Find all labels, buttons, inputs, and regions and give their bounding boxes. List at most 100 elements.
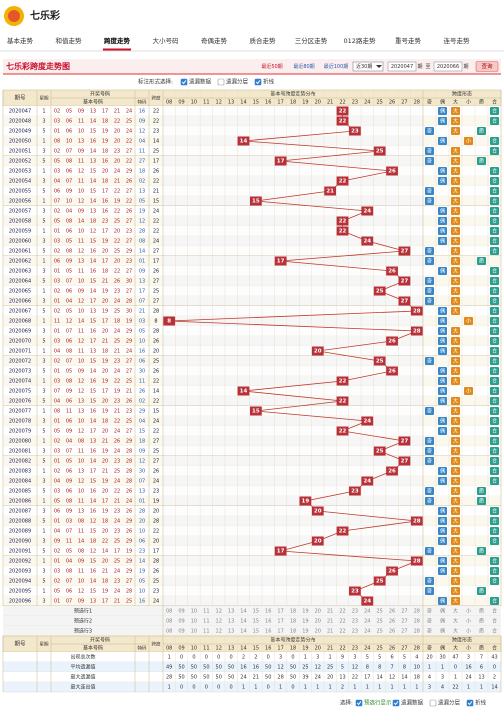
preselect-cell[interactable]: 11 (203, 629, 209, 635)
preselect-cell[interactable]: 13 (228, 619, 234, 625)
preselect-cell[interactable]: 14 (240, 609, 246, 615)
option-checkbox[interactable] (180, 78, 188, 86)
preselect-cell[interactable]: 14 (240, 629, 246, 635)
footer-checkbox[interactable] (466, 699, 474, 707)
preselect-cell[interactable]: 27 (401, 619, 407, 625)
nav-tab[interactable]: 大小号码 (153, 36, 180, 45)
preselect-cell[interactable]: 27 (401, 609, 407, 615)
from-input[interactable] (387, 61, 417, 72)
footer-checkbox[interactable] (429, 699, 437, 707)
preselect-cell[interactable]: 24 (364, 609, 370, 615)
nav-tab[interactable]: 012路走势 (344, 36, 376, 45)
preselect-cell[interactable]: 15 (253, 609, 259, 615)
preselect-form[interactable]: 质 (479, 608, 484, 615)
preselect-cell[interactable]: 22 (339, 619, 345, 625)
preselect-cell[interactable]: 17 (277, 619, 283, 625)
preselect-cell[interactable]: 10 (191, 629, 197, 635)
preselect-cell[interactable]: 16 (265, 609, 271, 615)
range-link[interactable]: 最近50期 (261, 63, 282, 70)
preselect-form[interactable]: 质 (479, 618, 484, 625)
preselect-cell[interactable]: 17 (277, 629, 283, 635)
preselect-form[interactable]: 合 (492, 618, 497, 625)
preselect-form[interactable]: 大 (453, 618, 458, 625)
preselect-cell[interactable]: 22 (339, 629, 345, 635)
preselect-cell[interactable]: 08 (166, 619, 172, 625)
preselect-cell[interactable]: 21 (327, 619, 333, 625)
preselect-form[interactable]: 偶 (440, 608, 445, 615)
preselect-cell[interactable]: 26 (389, 619, 395, 625)
preselect-cell[interactable]: 12 (216, 619, 222, 625)
nav-tab[interactable]: 奇偶走势 (201, 36, 228, 45)
preselect-cell[interactable]: 27 (401, 629, 407, 635)
preselect-cell[interactable]: 22 (339, 609, 345, 615)
preselect-cell[interactable]: 19 (302, 629, 308, 635)
nav-tab[interactable]: 重号走势 (395, 36, 422, 45)
preselect-form[interactable]: 合 (492, 628, 497, 635)
preselect-cell[interactable]: 23 (352, 629, 358, 635)
nav-tab[interactable]: 质合走势 (250, 36, 277, 45)
preselect-cell[interactable]: 21 (327, 629, 333, 635)
preselect-cell[interactable]: 12 (216, 609, 222, 615)
preselect-form[interactable]: 偶 (440, 628, 445, 635)
preselect-cell[interactable]: 25 (376, 609, 382, 615)
preselect-cell[interactable]: 28 (414, 629, 420, 635)
preselect-cell[interactable]: 23 (352, 609, 358, 615)
preselect-cell[interactable]: 08 (166, 629, 172, 635)
preselect-cell[interactable]: 12 (216, 629, 222, 635)
preselect-form[interactable]: 合 (492, 608, 497, 615)
preselect-cell[interactable]: 18 (290, 629, 296, 635)
preselect-cell[interactable]: 09 (178, 619, 184, 625)
preselect-form[interactable]: 小 (466, 608, 471, 615)
range-link[interactable]: 最近80期 (293, 63, 314, 70)
preselect-cell[interactable]: 25 (376, 619, 382, 625)
range-select[interactable] (352, 61, 384, 72)
preselect-cell[interactable]: 15 (253, 629, 259, 635)
preselect-cell[interactable]: 24 (364, 629, 370, 635)
to-input[interactable] (433, 61, 463, 72)
preselect-cell[interactable]: 13 (228, 609, 234, 615)
preselect-cell[interactable]: 14 (240, 619, 246, 625)
preselect-cell[interactable]: 20 (315, 609, 321, 615)
nav-tab[interactable]: 和值走势 (56, 36, 83, 45)
preselect-cell[interactable]: 23 (352, 619, 358, 625)
preselect-cell[interactable]: 18 (290, 609, 296, 615)
preselect-cell[interactable]: 20 (315, 629, 321, 635)
preselect-form[interactable]: 大 (453, 628, 458, 635)
preselect-cell[interactable]: 26 (389, 629, 395, 635)
footer-checkbox[interactable] (355, 699, 363, 707)
preselect-form[interactable]: 小 (466, 618, 471, 625)
preselect-cell[interactable]: 17 (277, 609, 283, 615)
preselect-cell[interactable]: 10 (191, 609, 197, 615)
footer-checkbox[interactable] (392, 699, 400, 707)
preselect-cell[interactable]: 18 (290, 619, 296, 625)
preselect-cell[interactable]: 08 (166, 609, 172, 615)
preselect-cell[interactable]: 28 (414, 609, 420, 615)
preselect-cell[interactable]: 19 (302, 619, 308, 625)
preselect-form[interactable]: 奇 (427, 618, 432, 625)
nav-tab[interactable]: 基本走势 (7, 36, 34, 45)
preselect-cell[interactable]: 24 (364, 619, 370, 625)
nav-tab[interactable]: 三分区走势 (295, 36, 328, 45)
preselect-cell[interactable]: 09 (178, 629, 184, 635)
preselect-cell[interactable]: 26 (389, 609, 395, 615)
preselect-form[interactable]: 偶 (440, 618, 445, 625)
range-link[interactable]: 最近100期 (324, 63, 349, 70)
option-checkbox[interactable] (217, 78, 225, 86)
preselect-cell[interactable]: 16 (265, 619, 271, 625)
preselect-cell[interactable]: 20 (315, 619, 321, 625)
preselect-cell[interactable]: 25 (376, 629, 382, 635)
preselect-cell[interactable]: 11 (203, 609, 209, 615)
preselect-cell[interactable]: 10 (191, 619, 197, 625)
preselect-form[interactable]: 质 (479, 628, 484, 635)
preselect-cell[interactable]: 15 (253, 619, 259, 625)
query-button[interactable] (475, 61, 499, 72)
preselect-cell[interactable]: 19 (302, 609, 308, 615)
preselect-cell[interactable]: 09 (178, 609, 184, 615)
preselect-form[interactable]: 小 (466, 628, 471, 635)
preselect-form[interactable]: 大 (453, 608, 458, 615)
preselect-cell[interactable]: 16 (265, 629, 271, 635)
preselect-cell[interactable]: 21 (327, 609, 333, 615)
preselect-cell[interactable]: 13 (228, 629, 234, 635)
nav-tab[interactable]: 跨度走势 (104, 36, 131, 45)
preselect-form[interactable]: 奇 (427, 628, 432, 635)
